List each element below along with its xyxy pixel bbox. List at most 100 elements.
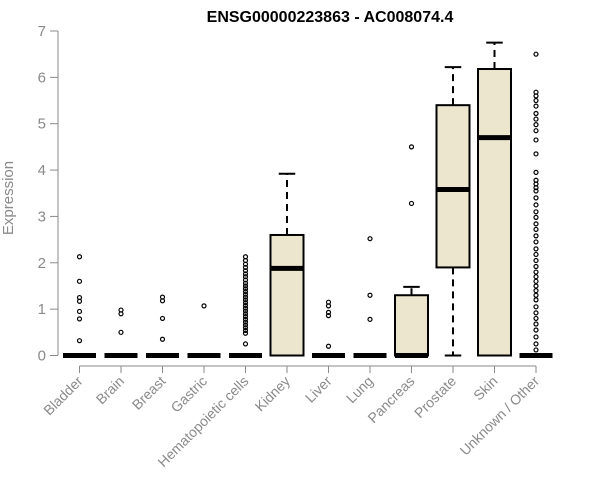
outlier-point	[242, 286, 249, 292]
outlier-point	[159, 298, 166, 304]
outlier-point	[533, 122, 539, 128]
chart-title: ENSG00000223863 - AC008074.4	[207, 9, 454, 26]
box-prostate	[435, 66, 471, 357]
outlier-point	[242, 319, 249, 325]
box-bladder	[63, 254, 96, 358]
box-brain	[104, 307, 138, 358]
outlier-point	[76, 316, 83, 322]
outlier-point	[533, 214, 539, 220]
box-iqr	[435, 104, 471, 269]
box-iqr	[477, 68, 512, 357]
y-axis: 0 1 2 3 4 5 6 7	[38, 23, 59, 365]
x-tick-label: Prostate	[411, 373, 459, 421]
outlier-point	[533, 202, 539, 208]
box-liver	[312, 299, 345, 358]
x-tick-label: Lung	[343, 373, 376, 406]
outlier-point	[242, 288, 249, 295]
outlier-point	[325, 303, 332, 309]
outlier-point	[533, 51, 539, 57]
outlier-point	[242, 277, 249, 283]
y-tick-label: 0	[38, 348, 46, 365]
box-gastric	[187, 303, 221, 358]
outlier-point	[533, 263, 539, 270]
box-breast	[146, 294, 179, 358]
box-iqr	[394, 294, 429, 357]
outlier-point	[242, 297, 249, 303]
outlier-point	[533, 347, 539, 353]
outlier-point	[242, 261, 249, 267]
outlier-point	[242, 283, 249, 289]
outlier-point	[242, 313, 249, 320]
outlier-point	[242, 294, 249, 300]
outlier-point	[533, 103, 539, 109]
outlier-point	[533, 334, 539, 340]
outlier-point	[242, 305, 249, 311]
y-axis-label: Expression	[0, 161, 17, 235]
outlier-point	[533, 288, 539, 294]
box-skin	[477, 41, 512, 357]
outlier-point	[533, 221, 539, 227]
outlier-point	[533, 283, 539, 289]
box-lung	[353, 236, 387, 358]
outlier-point	[533, 93, 539, 99]
outlier-point	[242, 341, 249, 347]
outlier-point	[533, 251, 539, 258]
box-hematopoietic-cells	[229, 254, 262, 358]
x-tick-label: Bladder	[40, 373, 86, 419]
outlier-point	[242, 264, 249, 271]
outlier-point	[242, 300, 249, 306]
outlier-point	[76, 298, 83, 304]
x-tick-label: Kidney	[252, 373, 294, 415]
outlier-point	[533, 209, 539, 215]
outlier-point	[533, 341, 539, 347]
outlier-point	[533, 151, 539, 157]
outlier-point	[408, 144, 415, 150]
outlier-point	[533, 226, 539, 233]
outlier-point	[242, 311, 249, 317]
outlier-point	[118, 329, 124, 335]
outlier-point	[533, 257, 539, 264]
outlier-point	[325, 343, 332, 349]
x-tick-label: Liver	[302, 373, 335, 406]
outlier-point	[533, 233, 539, 239]
outlier-point	[533, 310, 539, 316]
outlier-point	[159, 336, 166, 342]
boxes-group	[63, 41, 553, 358]
outlier-point	[533, 321, 539, 327]
outlier-point	[242, 280, 249, 286]
outlier-point	[242, 302, 249, 309]
outlier-point	[242, 308, 249, 314]
outlier-point	[242, 327, 249, 334]
y-tick-label: 2	[38, 255, 46, 272]
x-tick-label: Skin	[470, 373, 501, 404]
x-tick-label: Brain	[93, 373, 127, 407]
outlier-point	[533, 137, 539, 143]
outlier-point	[533, 269, 539, 275]
outlier-point	[242, 268, 249, 274]
outlier-point	[76, 308, 83, 315]
outlier-point	[533, 246, 539, 252]
outlier-point	[408, 200, 415, 207]
outlier-point	[533, 116, 539, 122]
outlier-point	[242, 271, 249, 277]
outlier-point	[76, 278, 83, 284]
outlier-point	[367, 316, 373, 322]
outlier-point	[76, 338, 83, 344]
box-unknown-other	[519, 51, 553, 358]
outlier-point	[533, 185, 539, 191]
outlier-point	[325, 313, 332, 319]
outlier-point	[533, 315, 539, 322]
box-pancreas	[394, 144, 429, 358]
outlier-point	[118, 311, 124, 317]
outlier-point	[533, 292, 539, 298]
y-tick-label: 3	[38, 208, 46, 225]
box-iqr	[269, 233, 305, 357]
outlier-point	[533, 278, 539, 284]
outlier-point	[533, 239, 539, 245]
x-tick-label: Unknown / Other	[457, 373, 543, 459]
outlier-point	[533, 128, 539, 134]
outlier-point	[325, 309, 332, 315]
outlier-point	[533, 110, 539, 117]
